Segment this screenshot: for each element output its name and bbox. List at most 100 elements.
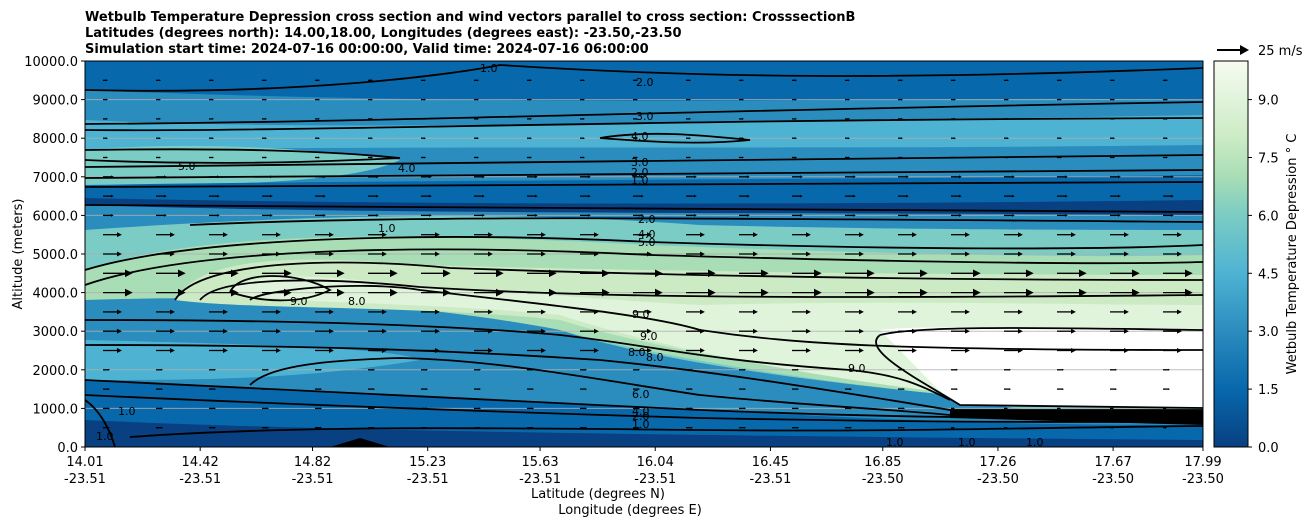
contour-label: 2.0 xyxy=(638,213,656,226)
wind-vector-head xyxy=(954,79,956,82)
wind-vector-head xyxy=(906,214,909,217)
wind-vector-head xyxy=(1007,156,1009,159)
wind-vector-head xyxy=(159,156,161,159)
wind-vector-head xyxy=(1118,214,1121,217)
wind-vector-head xyxy=(800,214,803,217)
contour-line xyxy=(599,132,751,144)
wind-vector-head xyxy=(1009,388,1011,391)
wind-vector-head xyxy=(912,232,917,238)
wind-vector-head xyxy=(541,232,546,238)
wind-vector-head xyxy=(530,117,532,120)
contour-line xyxy=(174,261,1203,301)
wind-vector-head xyxy=(435,328,440,334)
wind-vector-head xyxy=(1071,328,1076,334)
wind-vector-head xyxy=(956,368,958,371)
wind-vector-head xyxy=(382,348,387,353)
contour-label: 4.0 xyxy=(632,405,650,418)
contour-label: 1.0 xyxy=(958,436,976,449)
wind-vector-head xyxy=(435,232,440,238)
wind-vector-head xyxy=(488,251,493,257)
wind-vector-head xyxy=(1060,117,1062,120)
y-tick-label: 1000.0 xyxy=(33,402,79,417)
wind-vector-head xyxy=(753,251,758,257)
wind-vector-head xyxy=(585,388,587,391)
wind-vector-head xyxy=(1059,426,1061,429)
wind-vector-head xyxy=(535,175,538,179)
wind-vector-head xyxy=(496,288,504,297)
wind-vector-head xyxy=(276,232,281,238)
wind-vector-head xyxy=(371,98,373,101)
wind-vector-head xyxy=(276,309,281,315)
wind-vector-head xyxy=(1079,288,1087,297)
y-axis-label: Altitude (meters) xyxy=(11,199,26,310)
wind-vector-head xyxy=(477,156,479,159)
wind-vector-head xyxy=(159,117,161,120)
wind-vector-head xyxy=(212,98,214,101)
wind-vector-head xyxy=(953,426,955,429)
wind-key-arrowhead xyxy=(1240,45,1249,55)
wind-vector-head xyxy=(742,79,744,82)
wind-vector-head xyxy=(541,251,546,257)
contour-label: 1.0 xyxy=(118,405,136,418)
wind-vector-head xyxy=(1065,175,1068,179)
wind-vector-head xyxy=(912,309,917,315)
wind-vector-head xyxy=(691,388,693,391)
wind-vector-head xyxy=(1006,426,1008,429)
wind-vector-head xyxy=(638,388,640,391)
wind-vector-head xyxy=(1065,214,1068,217)
wind-vector-head xyxy=(323,214,326,217)
wind-vector-head xyxy=(479,368,481,371)
wind-vector-head xyxy=(585,368,587,371)
contour-line xyxy=(249,284,1203,351)
contour-line xyxy=(85,236,1203,271)
wind-vector-head xyxy=(496,269,504,278)
wind-vector-head xyxy=(108,368,110,371)
wind-vector-head xyxy=(108,388,110,391)
wind-vectors xyxy=(103,79,1193,429)
wind-vector-head xyxy=(585,407,587,410)
contour-line xyxy=(85,319,951,401)
x-tick-label-lat: 14.82 xyxy=(294,455,331,470)
wind-vector-head xyxy=(965,232,970,238)
wind-vector-head xyxy=(795,156,797,159)
wind-vector-head xyxy=(435,348,440,353)
y-tick-label: 8000.0 xyxy=(33,132,79,147)
wind-vector-head xyxy=(488,348,493,353)
wind-vector-head xyxy=(1185,269,1193,278)
colorbar-tick-label: 7.5 xyxy=(1258,152,1279,167)
wind-vector-head xyxy=(164,175,167,179)
y-tick-label: 4000.0 xyxy=(33,287,79,302)
colorbar-tick-label: 3.0 xyxy=(1258,325,1279,340)
wind-vector-head xyxy=(814,269,822,278)
contour-label: 1.0 xyxy=(886,436,904,449)
wind-vector-head xyxy=(1124,328,1129,334)
contour-label: 4.0 xyxy=(631,130,649,143)
wind-vector-head xyxy=(867,288,875,297)
wind-vector-head xyxy=(382,309,387,315)
wind-vector-head xyxy=(170,232,175,238)
wind-vector-head xyxy=(1118,175,1121,179)
wind-vector-head xyxy=(1007,137,1009,140)
chart-title-line-2: Latitudes (degrees north): 14.00,18.00, … xyxy=(85,26,682,41)
contour-line xyxy=(85,181,1203,188)
wind-vector-head xyxy=(747,214,750,217)
x-tick-label-lon: -23.51 xyxy=(292,472,334,487)
wind-vector-head xyxy=(901,137,903,140)
x-tick-label-lat: 15.63 xyxy=(521,455,558,470)
wind-vector-head xyxy=(426,426,428,429)
wind-vector-head xyxy=(965,309,970,315)
wind-vector-head xyxy=(912,348,917,353)
wind-vector-head xyxy=(602,288,610,297)
contour-label: 6.0 xyxy=(632,388,650,401)
wind-vector-head xyxy=(376,194,379,198)
wind-vector-head xyxy=(691,368,693,371)
wind-vector-head xyxy=(744,388,746,391)
colorbar-tick-label: 0.0 xyxy=(1258,441,1279,456)
wind-vector-head xyxy=(424,98,426,101)
y-tick-label: 0.0 xyxy=(57,441,78,456)
wind-vector-head xyxy=(1171,194,1174,198)
wind-vector-head xyxy=(488,232,493,238)
wind-vector-head xyxy=(429,214,432,217)
wind-vector-head xyxy=(867,269,875,278)
